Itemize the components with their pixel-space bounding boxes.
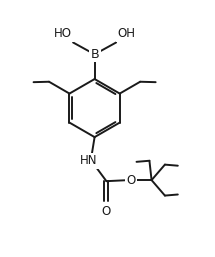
Text: OH: OH — [117, 27, 135, 40]
Text: O: O — [102, 205, 111, 218]
Text: O: O — [126, 173, 136, 187]
Text: HN: HN — [79, 154, 97, 167]
Text: HO: HO — [54, 27, 72, 40]
Text: B: B — [90, 48, 99, 61]
